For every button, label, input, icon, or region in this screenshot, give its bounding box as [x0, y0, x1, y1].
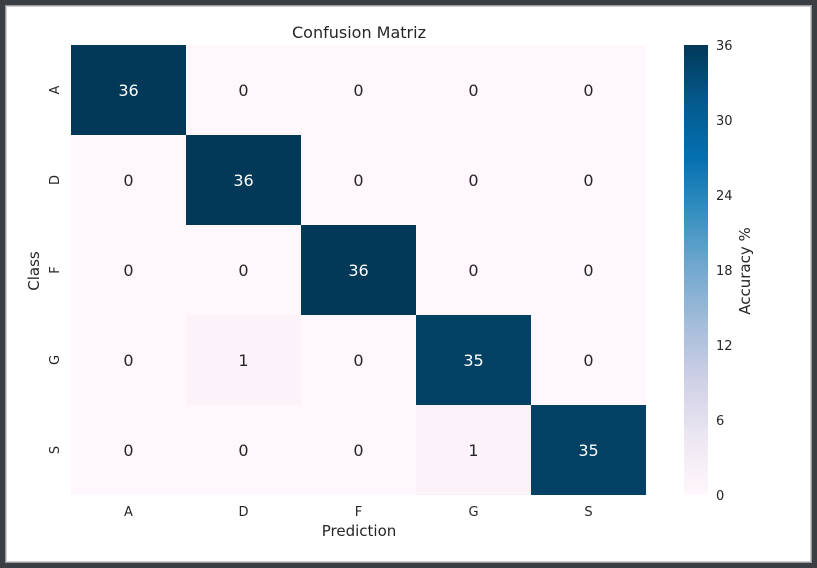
- colorbar-tick-label: 30: [716, 114, 733, 129]
- x-tick-label: A: [124, 505, 133, 520]
- heatmap-cell: [186, 45, 301, 135]
- heatmap-cell: [531, 315, 646, 405]
- y-tick-label: G: [48, 355, 63, 365]
- colorbar-tick-label: 12: [716, 339, 733, 354]
- heatmap-cell: [301, 405, 416, 495]
- heatmap-cell: [71, 405, 186, 495]
- heatmap-cell: [71, 45, 186, 135]
- colorbar-tick-label: 24: [716, 189, 733, 204]
- cell-value-label: 0: [123, 441, 133, 460]
- heatmap-cell: [186, 135, 301, 225]
- x-tick-label: F: [355, 505, 362, 520]
- chart-title: Confusion Matriz: [292, 23, 426, 42]
- heatmap-cell: [531, 225, 646, 315]
- colorbar: [684, 45, 708, 495]
- colorbar-tick-label: 6: [716, 414, 724, 429]
- heatmap-cell: [186, 315, 301, 405]
- cell-value-label: 0: [353, 81, 363, 100]
- y-tick-label: S: [48, 446, 63, 454]
- x-tick-label: D: [238, 505, 248, 520]
- cell-value-label: 0: [238, 441, 248, 460]
- y-tick-labels: A D F G S: [48, 85, 63, 454]
- cell-value-label: 1: [468, 441, 478, 460]
- cell-value-label: 36: [118, 81, 138, 100]
- cell-value-label: 0: [353, 351, 363, 370]
- heatmap-cell: [301, 45, 416, 135]
- cell-value-label: 0: [123, 261, 133, 280]
- heatmap-cell: [416, 225, 531, 315]
- y-tick-label: D: [48, 175, 63, 185]
- cell-value-label: 35: [463, 351, 483, 370]
- cell-value-label: 0: [123, 351, 133, 370]
- cell-value-label: 36: [233, 171, 253, 190]
- heatmap-cell: [531, 45, 646, 135]
- cell-value-label: 0: [123, 171, 133, 190]
- heatmap-cell: [301, 315, 416, 405]
- cell-value-label: 35: [578, 441, 598, 460]
- heatmap-cells: 36 0 0 0 0 0 36 0 0 0 0 0 36 0 0 0 1 0 35 0 0 0 0 1 35: [71, 45, 646, 495]
- cell-value-label: 0: [583, 171, 593, 190]
- cell-value-label: 0: [468, 81, 478, 100]
- x-axis-label: Prediction: [322, 522, 397, 540]
- x-tick-label: S: [584, 505, 592, 520]
- heatmap-cell: [531, 135, 646, 225]
- cell-value-label: 36: [348, 261, 368, 280]
- heatmap-cell: [71, 315, 186, 405]
- heatmap-cell: [301, 225, 416, 315]
- cell-value-label: 0: [468, 261, 478, 280]
- cell-value-label: 0: [353, 441, 363, 460]
- cell-value-label: 0: [353, 171, 363, 190]
- y-axis-label: Class: [25, 251, 43, 291]
- colorbar-label: Accuracy %: [736, 227, 754, 315]
- heatmap-cell: [531, 405, 646, 495]
- heatmap-cell: [186, 225, 301, 315]
- heatmap-cell: [71, 225, 186, 315]
- cell-value-label: 0: [238, 81, 248, 100]
- colorbar-tick-label: 0: [716, 489, 724, 504]
- colorbar-tick-label: 18: [716, 264, 733, 279]
- cell-value-label: 0: [583, 261, 593, 280]
- colorbar-tick-labels: 0 6 12 18 24 30 36: [716, 39, 733, 504]
- y-tick-label: A: [48, 85, 63, 94]
- colorbar-tick-label: 36: [716, 39, 733, 54]
- y-tick-label: F: [48, 266, 63, 273]
- cell-value-label: 0: [583, 351, 593, 370]
- cell-value-label: 0: [583, 81, 593, 100]
- confusion-matrix-chart: Confusion Matriz 36 0 0 0 0 0 36 0 0 0 0 0 36 0 0 0 1 0 35…: [25, 23, 754, 540]
- x-tick-label: G: [468, 505, 478, 520]
- heatmap-cell: [186, 405, 301, 495]
- heatmap-cell: [416, 405, 531, 495]
- heatmap-cell: [416, 315, 531, 405]
- heatmap-cell: [416, 45, 531, 135]
- cell-value-label: 0: [468, 171, 478, 190]
- cell-value-label: 1: [238, 351, 248, 370]
- heatmap-cell: [301, 135, 416, 225]
- figure-frame: Confusion Matriz 36 0 0 0 0 0 36 0 0 0 0 0 36 0 0 0 1 0 35…: [5, 5, 812, 563]
- heatmap-cell: [416, 135, 531, 225]
- heatmap-cell: [71, 135, 186, 225]
- cell-value-label: 0: [238, 261, 248, 280]
